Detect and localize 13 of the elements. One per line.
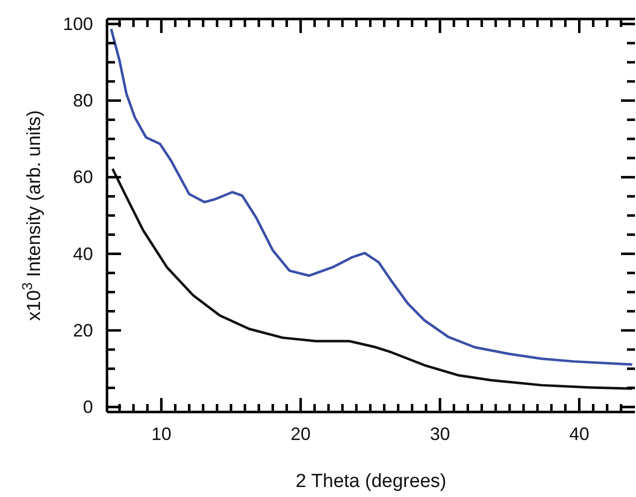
y-tick-label: 40	[72, 244, 93, 264]
x-tick-label: 10	[151, 424, 172, 444]
y-tick-label: 60	[72, 167, 93, 188]
x-tick-label: 20	[290, 424, 311, 444]
x-axis-title: 2 Theta (degrees)	[296, 471, 446, 492]
y-tick-label: 20	[72, 320, 93, 340]
y-tick-label: 80	[72, 90, 93, 111]
x-tick-label: 40	[569, 424, 590, 444]
line-series	[111, 168, 634, 390]
x-tick-label: 30	[430, 424, 450, 444]
line-series	[110, 28, 634, 366]
y-tick-label: 0	[82, 397, 93, 418]
y-tick-label: 100	[62, 14, 93, 34]
